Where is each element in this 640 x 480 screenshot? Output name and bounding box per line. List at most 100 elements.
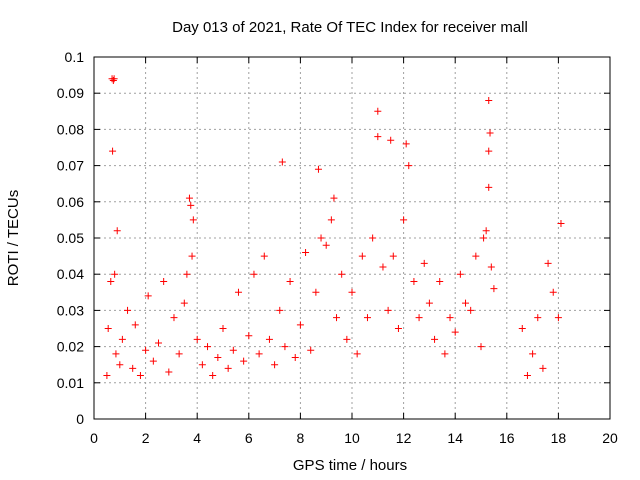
y-tick-label: 0.1 [65,49,85,65]
data-point [214,353,222,361]
data-point [142,346,150,354]
data-point [271,361,279,369]
x-tick-label: 18 [551,430,567,446]
data-point [394,325,402,332]
data-point [482,227,490,235]
x-tick-label: 10 [344,430,360,446]
y-tick-label: 0.05 [57,230,84,246]
data-point [116,361,124,369]
data-point [518,325,526,332]
data-point [185,194,193,202]
data-point [363,314,371,322]
data-point [250,270,258,278]
data-point [189,216,197,224]
data-point [109,147,117,155]
data-point [160,277,168,285]
data-point [322,241,330,249]
x-tick-label: 12 [396,430,412,446]
data-point [240,357,248,365]
data-point [485,96,493,104]
x-tick-label: 20 [602,430,618,446]
data-point [467,306,475,314]
x-tick-label: 2 [142,430,150,446]
data-point [281,343,289,351]
data-point [103,372,111,380]
data-point [485,147,493,155]
data-point [402,140,410,148]
data-point [234,288,242,296]
y-tick-label: 0.04 [57,266,84,282]
data-point [420,259,428,267]
data-point [557,220,565,228]
data-point [529,350,537,358]
data-point [462,299,470,307]
data-point [111,270,119,278]
y-axis-title: ROTI / TECUs [5,190,22,286]
data-point [149,357,157,365]
data-point [144,292,152,300]
data-point [436,277,444,285]
data-point [113,227,121,235]
data-point [312,288,320,296]
x-tick-label: 0 [90,430,98,446]
data-point [327,216,335,224]
y-tick-label: 0.01 [57,375,84,391]
data-point [229,346,237,354]
data-point [112,350,120,358]
data-point [431,335,439,343]
data-point [286,277,294,285]
data-point [384,306,392,314]
data-point [245,332,253,340]
data-point [307,346,315,354]
data-point [255,350,263,358]
scatter-points [103,75,565,380]
data-point [219,325,227,332]
data-point [477,343,485,351]
data-point [188,252,196,260]
data-point [338,270,346,278]
y-tick-label: 0.07 [57,158,84,174]
data-point [109,77,117,85]
data-point [544,259,552,267]
data-point [291,353,299,361]
data-point [110,75,118,83]
data-point [317,234,325,242]
x-tick-label: 14 [447,430,463,446]
data-point [131,321,139,329]
data-point [374,133,382,141]
data-point [302,248,310,256]
x-tick-label: 8 [297,430,305,446]
data-point [425,299,433,307]
x-tick-label: 16 [499,430,515,446]
data-point [379,263,387,271]
y-tick-label: 0.02 [57,339,84,355]
data-point [180,299,188,307]
data-point [374,107,382,115]
data-point [333,314,341,322]
data-point [343,335,351,343]
data-point [165,368,173,376]
axis-ticks: 0 2 4 6 8 10 12 14 16 18 20 0 0.01 0.02 0.03 0.04 0.05 0.… [57,49,618,446]
data-point [472,252,480,260]
data-point [224,364,232,372]
data-point [446,314,454,322]
chart-title: Day 013 of 2021, Rate Of TEC Index for r… [172,19,528,36]
data-point [410,277,418,285]
y-tick-label: 0 [76,411,84,427]
x-tick-label: 4 [193,430,201,446]
data-point [265,335,273,343]
y-tick-label: 0.09 [57,85,84,101]
data-point [129,364,137,372]
data-point [104,325,112,332]
data-point [369,234,377,242]
data-point [155,339,162,347]
data-point [296,321,304,329]
data-point [107,277,115,285]
data-point [534,314,542,322]
data-point [480,234,488,242]
data-point [389,252,397,260]
data-point [136,372,144,380]
data-point [353,350,361,358]
